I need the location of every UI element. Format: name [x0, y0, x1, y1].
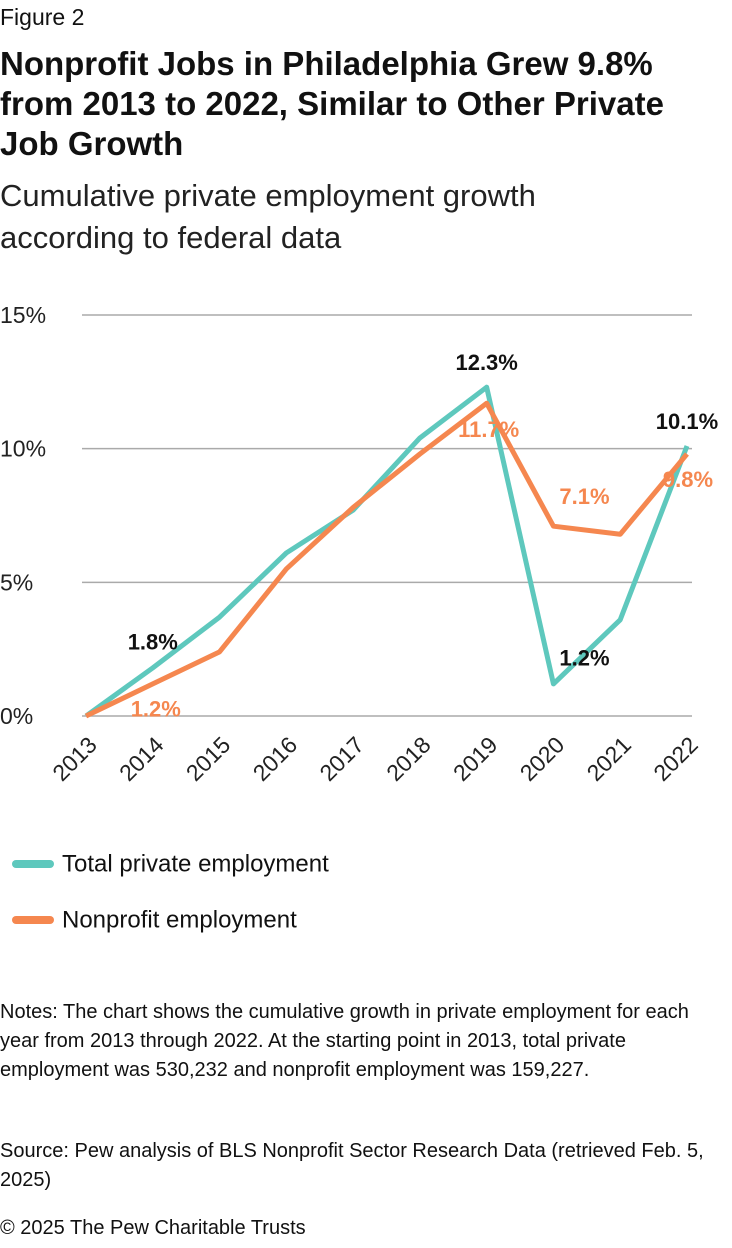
source: Source: Pew analysis of BLS Nonprofit Se… — [0, 1140, 704, 1191]
x-tick-label: 2021 — [581, 731, 636, 786]
data-label: 9.8% — [663, 467, 713, 492]
series-line — [84, 384, 690, 719]
data-label: 7.1% — [559, 484, 609, 509]
x-tick-label: 2020 — [515, 731, 570, 786]
legend-label: Total private employment — [62, 850, 329, 877]
chart-subtitle: Cumulative private employment growth acc… — [0, 178, 536, 255]
x-tick-label: 2016 — [248, 731, 303, 786]
x-tick-label: 2013 — [47, 731, 102, 786]
x-tick-label: 2019 — [448, 731, 503, 786]
figure-label: Figure 2 — [0, 4, 85, 30]
chart-title: Nonprofit Jobs in Philadelphia Grew 9.8%… — [0, 45, 664, 162]
y-tick-label: 5% — [0, 569, 33, 595]
notes: Notes: The chart shows the cumulative gr… — [0, 1001, 689, 1081]
y-tick-label: 0% — [0, 703, 33, 729]
x-tick-label: 2022 — [648, 731, 703, 786]
x-tick-label: 2015 — [181, 731, 236, 786]
x-tick-label: 2017 — [314, 731, 369, 786]
x-tick-label: 2014 — [114, 731, 169, 786]
data-label: 1.2% — [131, 697, 181, 722]
data-label: 12.3% — [455, 350, 517, 375]
y-tick-label: 15% — [0, 302, 46, 328]
data-label: 1.8% — [128, 630, 178, 655]
series-line — [84, 400, 689, 719]
data-label: 1.2% — [559, 646, 609, 671]
data-label: 11.7% — [458, 417, 519, 442]
legend-label: Nonprofit employment — [62, 906, 297, 933]
copyright: © 2025 The Pew Charitable Trusts — [0, 1217, 306, 1239]
x-tick-label: 2018 — [381, 731, 436, 786]
y-tick-label: 10% — [0, 436, 46, 462]
data-label: 10.1% — [656, 409, 718, 434]
